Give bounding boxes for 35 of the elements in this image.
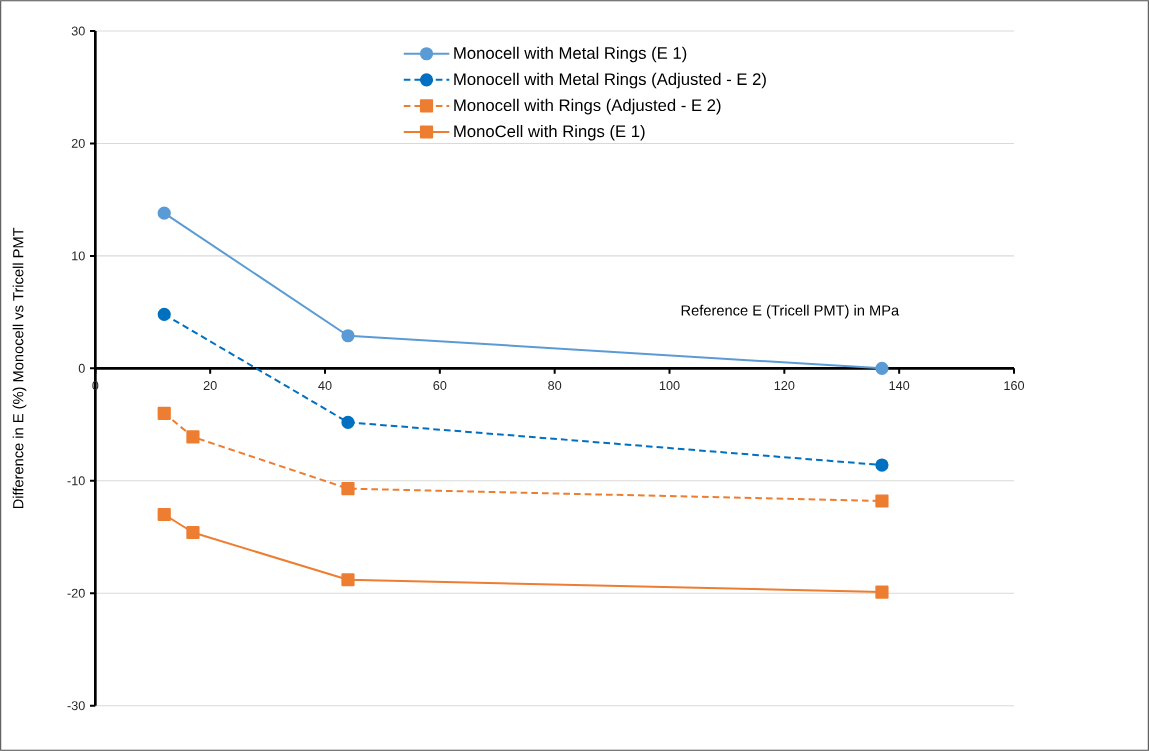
y-tick-label: 20 [71,138,85,148]
point [875,361,889,375]
point [186,525,200,540]
x-tick-label: 120 [774,381,795,391]
x-axis-title: Reference E (Tricell PMT) in MPa [681,304,900,319]
point [341,415,355,429]
point [875,458,889,472]
point [157,206,171,220]
point [186,430,200,444]
legend-label: MonoCell with Rings (E 1) [454,124,645,141]
x-tick-label: 140 [889,381,910,391]
y-tick-label: 10 [72,251,85,261]
legend-label: Monocell with Rings (Adjusted - E 2) [454,98,721,115]
y-tick-label: 0 [78,363,85,373]
y-tick-label: -30 [67,701,85,711]
y-tick-label: 30 [71,26,85,36]
point [875,585,889,599]
point [341,573,355,587]
point [341,482,355,496]
x-tick-label: 20 [203,381,217,391]
legend-label: Monocell with Metal Rings (Adjusted - E 2) [454,72,766,89]
x-tick-label: 100 [659,381,680,391]
x-tick-label: 80 [548,381,562,391]
y-axis-title: Difference in E (%) Monocell vs Tricell PMT [12,227,27,509]
x-tick-label: 160 [1004,381,1025,391]
legend-label: Monocell with Metal Rings (E 1) [454,46,687,63]
x-tick-label: 60 [433,381,447,391]
y-tick-label: -10 [67,476,85,486]
point [157,307,171,321]
x-tick-label: 40 [318,381,332,391]
point [157,406,171,420]
point [875,494,889,508]
point [157,507,171,522]
y-tick-label: -20 [67,588,85,598]
point [341,329,355,343]
